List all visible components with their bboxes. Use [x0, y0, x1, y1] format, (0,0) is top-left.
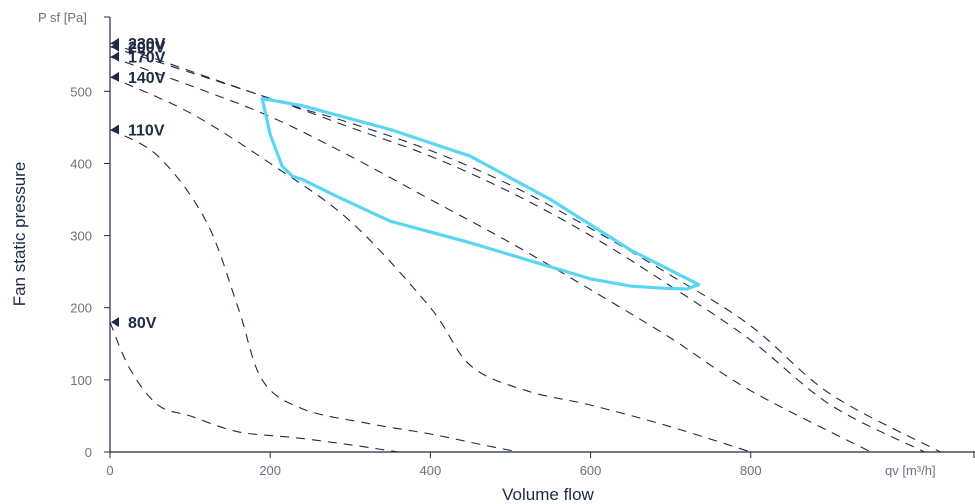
envelope-layer	[260, 96, 701, 291]
curve-marker-140v	[111, 71, 119, 82]
curve-marker-110v	[111, 124, 119, 135]
y-axis-title: Fan static pressure	[10, 162, 29, 307]
curve-200v	[109, 46, 925, 453]
x-tick-label: 200	[259, 463, 281, 478]
curve-layer	[109, 42, 941, 453]
curve-marker-200v	[111, 41, 119, 52]
curve-label-200v: 200V	[128, 40, 166, 57]
curve-label-110v: 110V	[128, 123, 165, 140]
curve-label-140v: 140V	[128, 70, 166, 87]
curve-140v	[109, 76, 751, 453]
y-unit-label: P sf [Pa]	[38, 10, 87, 25]
x-tick-label: 0	[106, 463, 113, 478]
curve-230v	[109, 42, 941, 453]
y-tick-label: 200	[70, 301, 92, 316]
x-tick-label: 800	[740, 463, 762, 478]
tick-layer: 0 100 200 300 400 500 0 200 400 600 800	[70, 16, 975, 478]
curve-label-230v: 230V	[128, 36, 166, 53]
x-tick-label: 600	[580, 463, 602, 478]
y-tick-label: 500	[70, 84, 92, 99]
curve-170v	[109, 56, 872, 453]
curve-marker-170v	[111, 51, 119, 62]
operating-envelope	[260, 96, 701, 291]
curve-label-170v: 170V	[128, 50, 166, 67]
y-tick-label: 300	[70, 229, 92, 244]
x-unit-label: qv [m³/h]	[885, 463, 936, 478]
curve-110v	[109, 129, 519, 453]
curve-80v	[109, 321, 399, 453]
axes-layer	[109, 17, 975, 453]
curve-label-80v: 80V	[128, 315, 157, 332]
x-axis-title: Volume flow	[502, 485, 594, 504]
curve-marker-80v	[111, 317, 119, 328]
y-tick-label: 100	[70, 373, 92, 388]
y-tick-label: 0	[85, 445, 92, 460]
y-tick-label: 400	[70, 156, 92, 171]
x-tick-label: 400	[420, 463, 442, 478]
